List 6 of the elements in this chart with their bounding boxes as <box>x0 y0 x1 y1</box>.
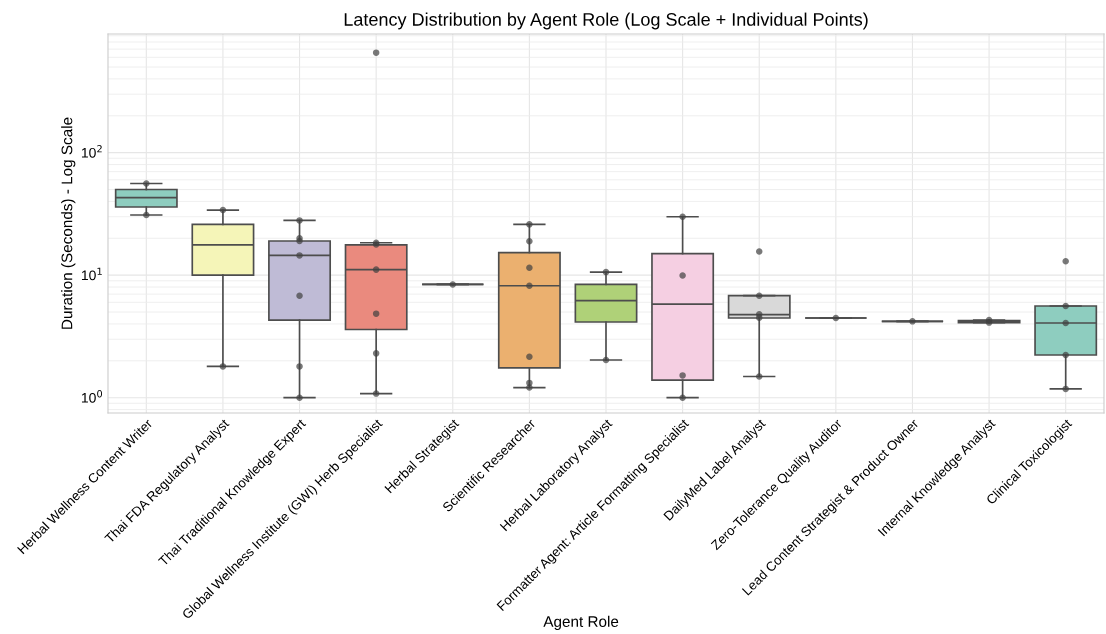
y-tick-label: 10$^{0}$ <box>81 390 103 403</box>
y-tick-label: 10$^{1}$ <box>81 267 102 281</box>
x-axis-title: Agent Role <box>543 615 619 631</box>
y-axis-title: Duration (Seconds) - Log Scale <box>61 117 76 329</box>
y-tick-label: 10$^{2}$ <box>81 145 102 158</box>
chart-title: Latency Distribution by Agent Role (Log Scale + Individual Points) <box>344 12 868 30</box>
